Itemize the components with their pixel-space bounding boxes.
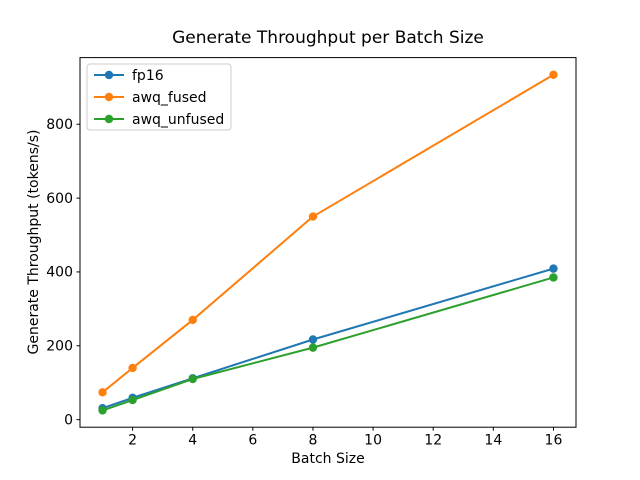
legend-label: awq_unfused (132, 112, 224, 128)
x-tick-label: 8 (309, 433, 318, 449)
x-tick-label: 4 (188, 433, 197, 449)
x-tick-label: 2 (128, 433, 137, 449)
chart-title: Generate Throughput per Batch Size (172, 28, 484, 48)
y-tick-label: 200 (46, 339, 73, 355)
y-tick-label: 0 (64, 412, 73, 428)
y-tick-label: 800 (46, 117, 73, 133)
legend: fp16 awq_fused awq_unfused (86, 63, 232, 131)
x-tick-label: 6 (248, 433, 257, 449)
legend-marker-sample (104, 92, 114, 102)
y-tick-label: 400 (46, 265, 73, 281)
x-axis-label: Batch Size (291, 451, 365, 467)
data-point-awq_fused-x1 (98, 388, 107, 397)
legend-label: fp16 (132, 68, 164, 84)
x-tick-label: 10 (364, 433, 382, 449)
data-point-awq_unfused-x8 (308, 343, 318, 352)
data-point-awq_unfused-x1 (98, 406, 107, 415)
x-tick-label: 14 (484, 433, 502, 449)
data-point-awq_fused-x8 (308, 212, 318, 221)
y-axis-label: Generate Throughput (tokens/s) (26, 129, 42, 355)
x-tick-label: 12 (424, 433, 442, 449)
series-line-awq_unfused (102, 276, 554, 412)
legend-item-awq_unfused: awq_unfused (94, 112, 224, 128)
legend-box (86, 63, 232, 131)
axes-spines (79, 57, 577, 428)
y-tick-label: 600 (46, 191, 73, 207)
data-point-awq_fused-x2 (128, 363, 137, 373)
data-point-awq_unfused-x4 (188, 374, 197, 384)
legend-marker-sample (104, 114, 114, 124)
legend-item-fp16: fp16 (94, 68, 164, 84)
legend-marker-sample (104, 70, 114, 80)
data-point-fp16-x8 (308, 335, 318, 344)
data-point-awq_fused-x4 (188, 315, 197, 325)
data-point-awq_fused-x16 (549, 70, 558, 79)
legend-label: awq_fused (132, 90, 207, 106)
legend-item-awq_fused: awq_fused (94, 90, 207, 106)
x-tick-label: 16 (545, 433, 563, 449)
data-point-awq_unfused-x2 (128, 395, 137, 405)
data-point-fp16-x16 (549, 264, 558, 273)
data-point-awq_unfused-x16 (549, 273, 558, 282)
